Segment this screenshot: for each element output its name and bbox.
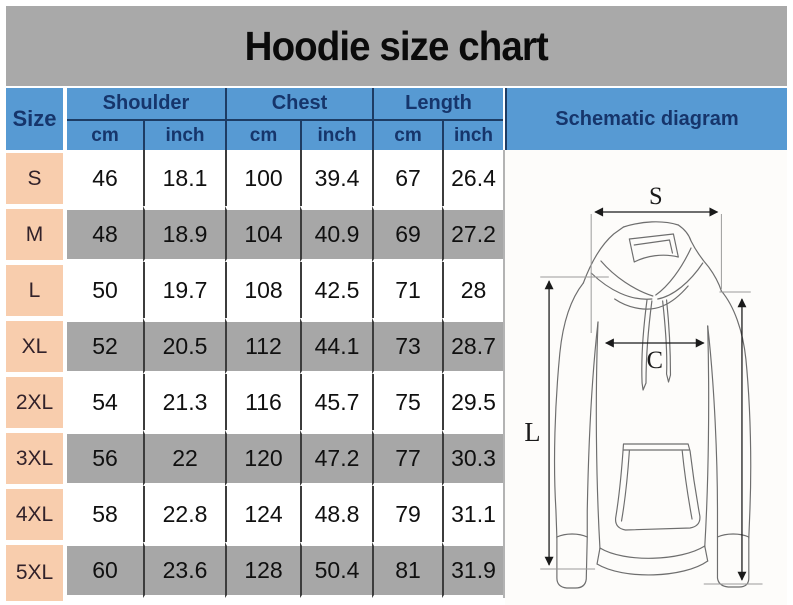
unit-chest-inch: inch (300, 121, 372, 150)
unit-chest-cm: cm (225, 121, 300, 150)
cell-length-inch: 28 (442, 262, 503, 318)
cell-chest-inch: 44.1 (300, 318, 372, 374)
cell-shoulder-cm: 46 (92, 164, 118, 191)
column-group-length: Length (372, 88, 503, 119)
cell-chest-cm: 112 (225, 318, 300, 374)
cell-length-cm: 75 (372, 374, 442, 430)
table-schematic-divider (503, 150, 505, 598)
table-row: 46 18.1 100 39.4 67 26.4 (67, 150, 503, 206)
cell-length-cm: 73 (372, 318, 442, 374)
cell-chest-cm: 100 (225, 150, 300, 206)
title-bar: Hoodie size chart (6, 6, 787, 86)
cell-chest-inch: 45.7 (300, 374, 372, 430)
cell-shoulder-inch: 19.7 (143, 262, 225, 318)
cell-shoulder-inch: 23.6 (143, 542, 225, 598)
unit-shoulder-inch: inch (143, 121, 225, 150)
chest-dimension-label: C (647, 347, 663, 374)
schematic-panel: Schematic diagram (505, 88, 787, 605)
schematic-header: Schematic diagram (505, 88, 787, 150)
cell-length-cm: 67 (372, 150, 442, 206)
cell-shoulder-cm: 48 (67, 206, 143, 262)
cell-length-inch: 30.3 (442, 430, 503, 486)
size-label-4xl: 4XL (6, 486, 63, 542)
cell-chest-cm: 120 (225, 430, 300, 486)
dimension-extension-lines (540, 214, 763, 585)
cell-length-inch: 29.5 (442, 374, 503, 430)
page-title: Hoodie size chart (244, 22, 549, 69)
cell-length-inch: 26.4 (442, 150, 503, 206)
cell-shoulder-inch: 18.9 (143, 206, 225, 262)
cell-chest-cm: 128 (225, 542, 300, 598)
cell-shoulder-cm: 58 (92, 500, 118, 527)
cell-chest-inch: 39.4 (300, 150, 372, 206)
cell-shoulder-inch: 21.3 (143, 374, 225, 430)
size-label-l: L (6, 262, 63, 318)
cell-chest-inch: 42.5 (300, 262, 372, 318)
shoulder-dimension-label: S (649, 183, 663, 210)
cell-shoulder-cm: 60 (67, 542, 143, 598)
unit-length-inch: inch (442, 121, 503, 150)
cell-shoulder-cm: 52 (67, 318, 143, 374)
size-label-m: M (6, 206, 63, 262)
table-row: 58 22.8 124 48.8 79 31.1 (67, 486, 503, 542)
cell-length-cm: 71 (372, 262, 442, 318)
cell-shoulder-cm: 54 (92, 388, 118, 415)
hoodie-schematic-svg: S C L (524, 183, 763, 589)
column-group-chest: Chest (225, 88, 372, 119)
cell-chest-inch: 48.8 (300, 486, 372, 542)
size-label-3xl: 3XL (6, 430, 63, 486)
unit-shoulder-cm: cm (91, 124, 119, 146)
cell-length-cm: 79 (372, 486, 442, 542)
cell-length-inch: 31.9 (442, 542, 503, 598)
table-row: 60 23.6 128 50.4 81 31.9 (67, 542, 503, 598)
cell-length-cm: 77 (372, 430, 442, 486)
cell-chest-inch: 50.4 (300, 542, 372, 598)
size-column: Size S M L XL 2XL 3XL 4XL 5XL (6, 88, 63, 603)
column-group-shoulder: Shoulder (102, 92, 190, 114)
cell-length-inch: 28.7 (442, 318, 503, 374)
table-row: 48 18.9 104 40.9 69 27.2 (67, 206, 503, 262)
cell-shoulder-inch: 18.1 (143, 150, 225, 206)
table-row: 52 20.5 112 44.1 73 28.7 (67, 318, 503, 374)
cell-shoulder-cm: 50 (92, 276, 118, 303)
cell-length-cm: 69 (372, 206, 442, 262)
column-group-header-row: Shoulder Chest Length (67, 88, 503, 119)
schematic-diagram: S C L (505, 150, 787, 605)
cell-shoulder-inch: 20.5 (143, 318, 225, 374)
size-header-cell: Size (6, 88, 63, 150)
cell-shoulder-cm: 56 (67, 430, 143, 486)
cell-chest-cm: 116 (225, 374, 300, 430)
cell-chest-inch: 47.2 (300, 430, 372, 486)
size-label-s: S (6, 150, 63, 206)
cell-shoulder-inch: 22.8 (143, 486, 225, 542)
size-label-5xl: 5XL (6, 542, 63, 603)
cell-chest-inch: 40.9 (300, 206, 372, 262)
size-label-2xl: 2XL (6, 374, 63, 430)
size-label-xl: XL (6, 318, 63, 374)
length-dimension-label: L (524, 417, 540, 447)
cell-chest-cm: 104 (225, 206, 300, 262)
cell-chest-cm: 108 (225, 262, 300, 318)
cell-length-cm: 81 (372, 542, 442, 598)
unit-length-cm: cm (372, 121, 442, 150)
cell-length-inch: 31.1 (442, 486, 503, 542)
table-row: 54 21.3 116 45.7 75 29.5 (67, 374, 503, 430)
unit-header-row: cm inch cm inch cm inch (67, 119, 503, 150)
table-row: 56 22 120 47.2 77 30.3 (67, 430, 503, 486)
cell-length-inch: 27.2 (442, 206, 503, 262)
cell-shoulder-inch: 22 (143, 430, 225, 486)
cell-chest-cm: 124 (225, 486, 300, 542)
table-row: 50 19.7 108 42.5 71 28 (67, 262, 503, 318)
measurements-table: Shoulder Chest Length cm inch cm inch cm… (67, 88, 503, 598)
